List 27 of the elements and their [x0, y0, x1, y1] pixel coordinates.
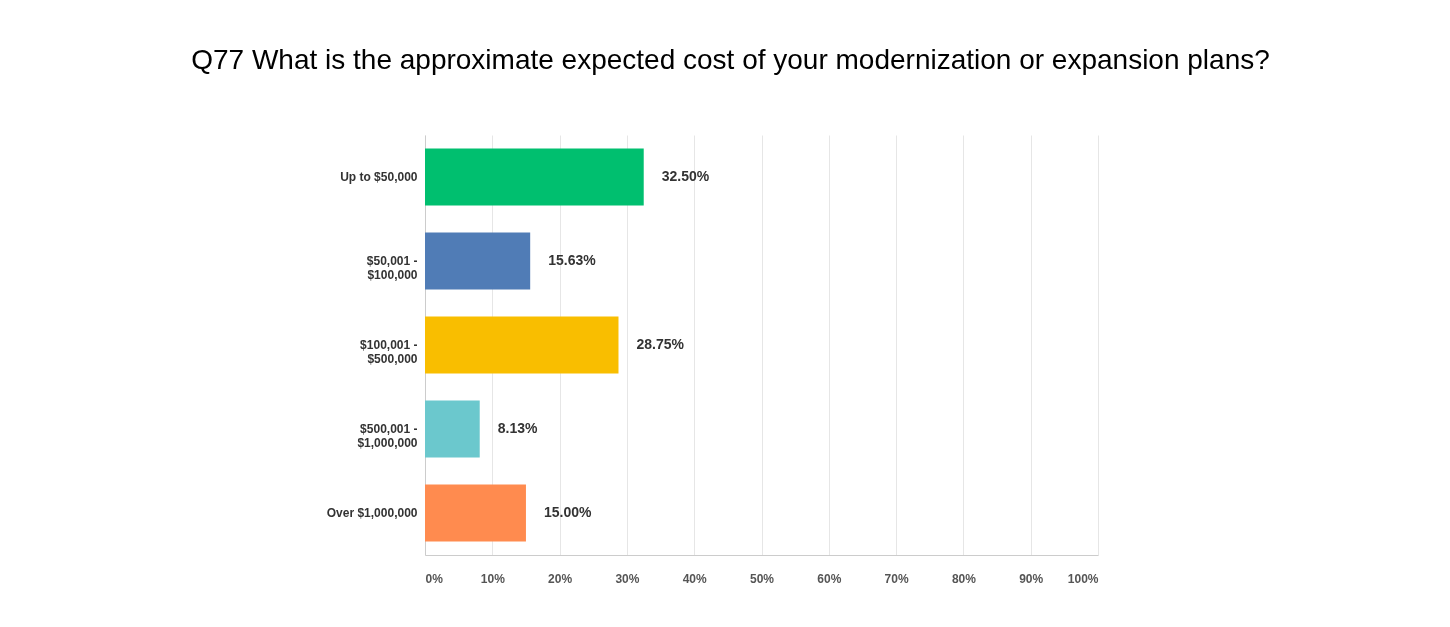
y-tick-label: $500,001 - $1,000,000	[357, 422, 418, 450]
y-tick-label: Over $1,000,000	[326, 506, 418, 520]
bar	[425, 232, 531, 290]
x-tick-label: 90%	[1019, 571, 1044, 586]
bar	[425, 484, 526, 542]
data-label: 8.13%	[497, 420, 538, 436]
data-label: 28.75%	[636, 336, 685, 352]
y-tick-label: $50,001 - $100,000	[366, 254, 418, 282]
x-tick-label: 40%	[682, 571, 708, 586]
chart-title: Q77 What is the approximate expected cost of your modernization or expansion plans?	[191, 44, 1270, 75]
y-tick-label: Up to $50,000	[340, 170, 418, 184]
bar	[425, 400, 480, 458]
x-tick-label: 70%	[884, 571, 909, 586]
x-tick-label: 60%	[817, 571, 842, 586]
x-tick-label: 20%	[548, 571, 573, 586]
data-label: 15.63%	[548, 252, 597, 268]
y-tick-label: $100,001 - $500,000	[360, 338, 418, 366]
data-label: 32.50%	[661, 168, 710, 184]
x-tick-label: 10%	[480, 571, 506, 586]
x-tick-label: 100%	[1067, 571, 1099, 586]
x-tick-label: 50%	[749, 571, 775, 586]
data-label: 15.00%	[543, 504, 592, 520]
bar	[425, 316, 619, 374]
x-tick-label: 0%	[425, 571, 444, 586]
x-tick-label: 80%	[951, 571, 977, 586]
bar	[425, 148, 644, 206]
x-tick-label: 30%	[615, 571, 640, 586]
